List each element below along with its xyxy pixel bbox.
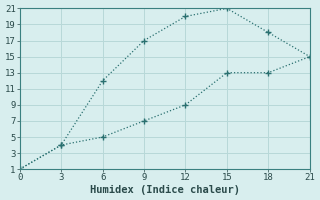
X-axis label: Humidex (Indice chaleur): Humidex (Indice chaleur) [90, 185, 240, 195]
